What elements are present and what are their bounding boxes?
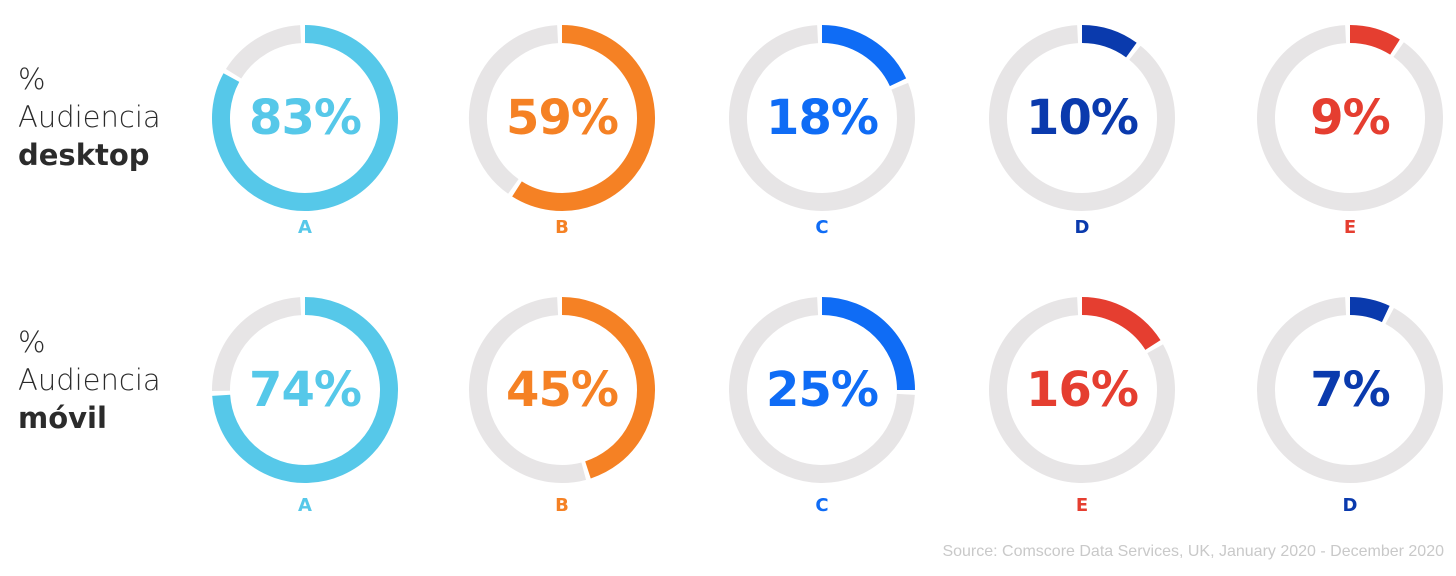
category-label: D [1342,495,1358,516]
donut-track [469,297,587,483]
donut-svg [469,297,655,483]
donut-svg [211,297,398,483]
donut-track [729,297,915,483]
category-label: B [555,217,569,238]
donut-track [989,25,1175,211]
donut-track [1257,297,1443,483]
donut-value-arc [212,297,398,483]
donut-value-label: 18% [766,90,879,146]
donut-value-arc [821,297,915,391]
donut-value-arc [1349,297,1390,323]
donut-value-arc [512,25,655,211]
row-label-device: desktop [18,138,150,172]
category-label: D [1074,217,1090,238]
donut-svg [729,25,915,211]
category-label: C [815,495,829,516]
row-label-prefix: % [18,325,46,359]
donut-d: 10% [982,18,1182,218]
donut-value-arc [561,297,655,479]
donut-e: 9% [1250,18,1450,218]
donut-value-label: 9% [1310,90,1391,146]
donut-svg [989,297,1175,483]
category-label: C [815,217,829,238]
donut-value-arc [821,25,907,87]
donut-svg [989,25,1175,211]
donut-track [469,25,559,194]
donut-b: 59% [462,18,662,218]
donut-c: 25% [722,290,922,490]
source-note: Source: Comscore Data Services, UK, Janu… [942,543,1444,560]
donut-value-label: 10% [1026,90,1139,146]
donut-svg [1257,297,1443,483]
category-label: B [555,495,569,516]
donut-value-label: 74% [249,362,362,418]
donut-c: 18% [722,18,922,218]
donut-track [211,297,302,392]
donut-svg [212,25,398,211]
donut-value-label: 45% [506,362,619,418]
category-label: A [298,217,312,238]
row-label-mobile: % Audiencia móvil [18,323,198,437]
donut-value-arc [1349,25,1400,55]
donut-b: 45% [462,290,662,490]
row-label-text: Audiencia [18,100,161,134]
category-label: E [1343,217,1357,238]
donut-track [729,25,915,211]
donut-a: 83% [205,18,405,218]
donut-e: 16% [982,290,1182,490]
donut-d: 7% [1250,290,1450,490]
donut-svg [729,297,915,483]
row-label-desktop: % Audiencia desktop [18,60,198,174]
category-label: E [1075,495,1089,516]
donut-value-label: 25% [766,362,879,418]
row-label-device: móvil [18,401,107,435]
row-label-prefix: % [18,62,46,96]
donut-track [225,25,302,79]
row-label-text: Audiencia [18,363,161,397]
donut-a: 74% [205,290,405,490]
donut-track [1257,25,1443,211]
donut-value-arc [1081,25,1137,58]
donut-value-label: 59% [506,90,619,146]
donut-track [989,297,1175,483]
donut-value-arc [1081,297,1161,351]
category-label: A [298,495,312,516]
donut-value-label: 16% [1026,362,1139,418]
donut-value-label: 83% [249,90,362,146]
donut-value-label: 7% [1310,362,1391,418]
donut-svg [469,25,655,211]
donut-svg [1257,25,1443,211]
donut-value-arc [212,25,398,211]
